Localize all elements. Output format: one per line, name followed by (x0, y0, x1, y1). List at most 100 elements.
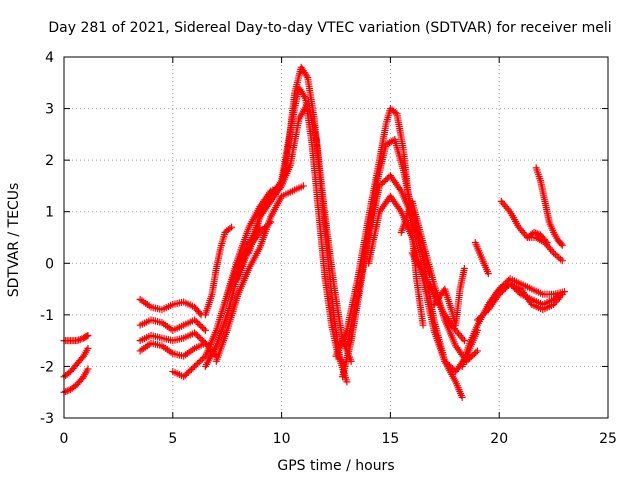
data-point-marker (558, 257, 566, 265)
data-point-marker (75, 336, 83, 344)
data-point-marker (192, 330, 200, 338)
series-track-6 (136, 329, 209, 347)
data-point-marker (558, 290, 566, 298)
series-track-11 (212, 182, 307, 365)
x-tick-label: 25 (599, 431, 617, 447)
data-point-marker (299, 182, 307, 190)
data-point-marker (191, 316, 199, 324)
data-point-marker (459, 335, 467, 343)
data-point-marker (478, 312, 486, 320)
data-point-marker (419, 321, 427, 329)
data-point-marker (444, 360, 452, 368)
series-track-5 (136, 316, 209, 334)
data-point-marker (198, 355, 206, 363)
data-point-marker (76, 335, 84, 343)
data-point-marker (460, 264, 468, 272)
x-axis-label: GPS time / hours (277, 458, 394, 474)
y-tick-label: 4 (45, 50, 54, 66)
series-track-28 (523, 228, 551, 247)
data-point-marker (470, 350, 478, 358)
data-point-marker (191, 362, 199, 370)
data-point-marker (200, 325, 208, 333)
data-point-marker (191, 329, 199, 337)
data-point-marker (196, 309, 204, 317)
data-point-marker (380, 178, 388, 186)
data-point-marker (542, 237, 550, 245)
data-point-marker (460, 337, 468, 345)
y-tick-label: -1 (40, 308, 54, 324)
series-track-3 (60, 365, 92, 396)
series-track-14 (245, 99, 355, 365)
data-point-marker (197, 357, 205, 365)
data-point-marker (480, 310, 488, 318)
data-point-marker (63, 387, 71, 395)
data-point-marker (475, 315, 483, 323)
data-point-marker (84, 331, 92, 339)
data-point-marker (532, 229, 540, 237)
data-point-marker (477, 313, 485, 321)
series-track-24 (484, 280, 566, 314)
series-track-2 (60, 344, 92, 381)
data-point-marker (195, 333, 203, 341)
data-point-marker (473, 316, 481, 324)
data-point-marker (83, 332, 91, 340)
data-point-marker (194, 332, 202, 340)
y-tick-labels: -3 -2 -1 0 1 2 3 4 (40, 50, 54, 427)
data-point-marker (442, 359, 450, 367)
data-point-marker (187, 365, 195, 373)
data-point-marker (183, 370, 191, 378)
data-point-marker (195, 358, 203, 366)
data-point-marker (197, 335, 205, 343)
data-point-marker (303, 72, 311, 80)
data-point-marker (192, 317, 200, 325)
data-point-marker (84, 344, 92, 352)
data-point-marker (73, 337, 81, 345)
series-track-8 (201, 223, 236, 319)
x-tick-label: 10 (273, 431, 291, 447)
x-tick-label: 0 (60, 431, 69, 447)
data-point-marker (557, 240, 565, 248)
data-point-marker (198, 323, 206, 331)
data-point-marker (194, 319, 202, 327)
data-point-marker (382, 176, 390, 184)
x-tick-labels: 0 5 10 15 20 25 (60, 431, 617, 447)
data-point-marker (226, 224, 234, 232)
y-tick-label: -2 (40, 359, 54, 375)
data-point-marker (441, 357, 449, 365)
data-point-marker (473, 347, 481, 355)
data-point-marker (469, 351, 477, 359)
plot-frame (63, 56, 609, 419)
x-tick-label: 20 (490, 431, 508, 447)
data-point-marker (195, 320, 203, 328)
data-point-marker (377, 180, 385, 188)
data-point-marker (472, 348, 480, 356)
data-point-marker (194, 359, 202, 367)
data-point-marker (276, 184, 284, 192)
series-track-20 (408, 249, 468, 345)
chart-title: Day 281 of 2021, Sidereal Day-to-day VTE… (48, 20, 611, 36)
data-point-marker (548, 247, 556, 255)
data-point-marker (201, 326, 209, 334)
y-tick-label: 0 (45, 256, 54, 272)
series-track-25 (471, 239, 492, 278)
data-point-marker (530, 228, 538, 236)
data-point-marker (181, 371, 189, 379)
data-point-marker (396, 185, 404, 193)
series-track-27 (532, 164, 566, 249)
series-track-21 (430, 264, 468, 329)
data-point-marker (62, 388, 70, 396)
x-tick-label: 15 (381, 431, 399, 447)
data-point-marker (445, 362, 453, 370)
y-tick-label: -3 (40, 411, 54, 427)
data-point-marker (192, 361, 200, 369)
data-point-marker (256, 228, 264, 236)
x-tick-label: 5 (168, 431, 177, 447)
data-point-marker (505, 206, 513, 214)
data-point-marker (467, 353, 475, 361)
data-point-marker (543, 239, 551, 247)
data-point-marker (189, 364, 197, 372)
data-point-marker (300, 93, 308, 101)
data-point-marker (180, 373, 188, 381)
y-axis-label: SDTVAR / TECUs (6, 183, 22, 298)
data-point-marker (376, 182, 384, 190)
